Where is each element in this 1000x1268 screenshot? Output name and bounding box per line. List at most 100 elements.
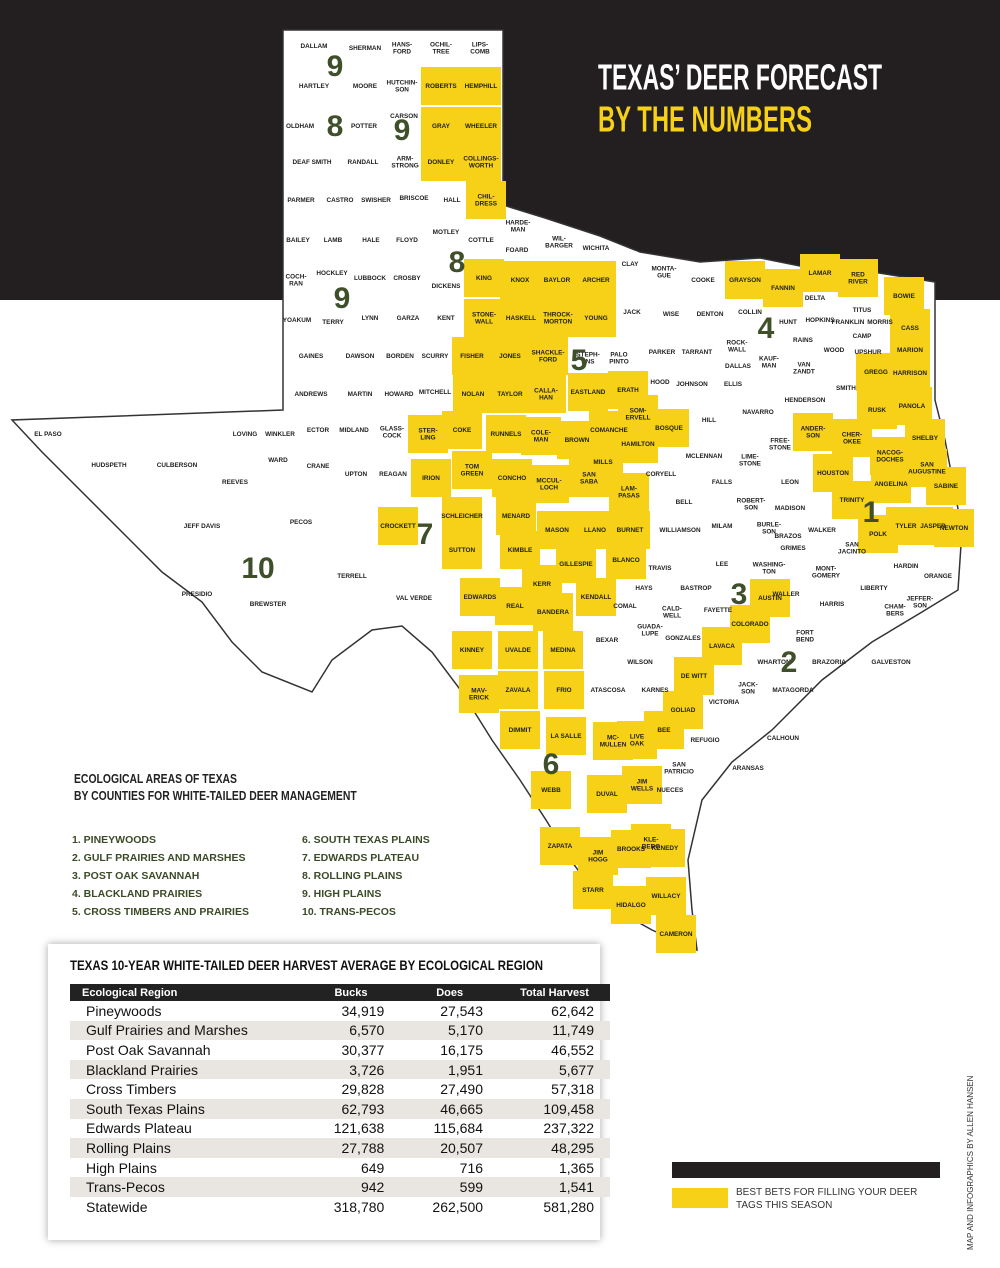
county-label: ARANSAS <box>732 765 764 772</box>
table-cell: 6,570 <box>301 1020 401 1041</box>
county-label: MIDLAND <box>339 427 369 434</box>
county-label: AUSTIN <box>758 595 782 602</box>
county-label: MORRIS <box>867 319 893 326</box>
county-label: CORYELL <box>646 471 676 478</box>
area-item: 7. EDWARDS PLATEAU <box>302 852 420 864</box>
county-label: LAM-PASAS <box>618 485 640 499</box>
county-label: EL PASO <box>34 431 61 438</box>
table-cell: 27,543 <box>440 1002 484 1019</box>
best-bet-county <box>496 497 536 535</box>
county-label: CULBERSON <box>157 462 198 469</box>
table-cell: 46,552 <box>551 1041 594 1058</box>
county-label: WILSON <box>627 659 653 666</box>
best-bet-county <box>871 465 911 503</box>
best-bet-county <box>464 299 504 337</box>
county-label: NEWTON <box>940 525 969 532</box>
county-label: HARDE-MAN <box>506 219 531 233</box>
county-label: WHARTON <box>757 659 791 666</box>
best-bet-county <box>500 261 540 299</box>
county-label: MOORE <box>353 83 378 90</box>
county-label: SWISHER <box>361 197 391 204</box>
best-bet-county <box>838 259 878 297</box>
best-bet-county <box>533 593 573 631</box>
best-bet-county <box>609 473 649 511</box>
county-label: JONES <box>499 353 521 360</box>
table-cell: Edwards Plateau <box>86 1120 192 1137</box>
county-label: BEE <box>657 727 671 734</box>
county-label: VAL VERDE <box>396 595 433 602</box>
county-label: LA SALLE <box>550 733 582 740</box>
county-label: HASKELL <box>506 315 536 322</box>
table-cell: 27,490 <box>440 1081 484 1098</box>
county-label: SHACKLE-FORD <box>531 349 564 363</box>
county-label: BLANCO <box>612 557 639 564</box>
county-label: IRION <box>422 475 440 482</box>
county-label: ECTOR <box>307 427 330 434</box>
county-label: CROCKETT <box>380 523 416 530</box>
region-number: 7 <box>417 518 434 551</box>
county-label: MCCUL-LOCH <box>536 477 561 491</box>
county-label: KERR <box>533 581 551 588</box>
best-bet-county <box>461 67 501 105</box>
table-cell: 581,280 <box>543 1198 594 1215</box>
best-bet-county <box>576 299 616 337</box>
best-bet-county <box>461 107 501 145</box>
best-bet-county <box>500 531 540 569</box>
table-cell: 115,684 <box>433 1120 484 1137</box>
county-label: STONE-WALL <box>472 311 496 325</box>
county-label: BRAZORIA <box>812 659 846 666</box>
county-label: DE WITT <box>681 673 707 680</box>
county-label: PARKER <box>649 349 676 356</box>
legend-bar <box>672 1162 940 1178</box>
county-label: HUTCHIN-SON <box>387 79 418 93</box>
county-label: HUDSPETH <box>91 462 127 469</box>
best-bet-county <box>442 497 482 535</box>
best-bet-county <box>486 415 526 453</box>
table-cell: 942 <box>301 1177 401 1197</box>
table-row: Gulf Prairies and Marshes 6,570 5,170 11,74… <box>70 1020 610 1041</box>
county-label: GRIMES <box>780 545 806 552</box>
region-number: 5 <box>571 344 588 377</box>
county-label: EDWARDS <box>464 594 497 601</box>
best-bet-county <box>544 671 584 709</box>
county-label: FRANKLIN <box>832 319 865 326</box>
region-number: 4 <box>758 312 775 345</box>
county-label: GONZALES <box>665 635 701 642</box>
county-label: GLASS-COCK <box>380 425 404 439</box>
county-label: KING <box>476 275 492 282</box>
county-label: MILLS <box>593 459 613 466</box>
county-label: ROCK-WALL <box>727 339 748 353</box>
county-label: JEFFER-SON <box>907 595 934 609</box>
best-bet-county <box>495 587 535 625</box>
table-cell: 20,507 <box>400 1138 500 1158</box>
county-label: SAN AUGUSTINE <box>908 461 946 475</box>
county-label: VICTORIA <box>709 699 740 706</box>
county-label: GARZA <box>397 315 420 322</box>
county-label: SMITH <box>836 385 856 392</box>
county-label: MC-MULLEN <box>600 734 627 748</box>
county-label: ERATH <box>617 387 639 394</box>
county-label: WASHING-TON <box>753 561 786 575</box>
title-line2: BY THE NUMBERS <box>598 99 812 140</box>
county-label: CASTRO <box>327 197 354 204</box>
county-label: CALLA-HAN <box>534 387 558 401</box>
county-label: COCH-RAN <box>286 273 307 287</box>
area-item: 2. GULF PRAIRIES AND MARSHES <box>72 852 246 864</box>
table-cell: South Texas Plains <box>70 1098 302 1119</box>
county-label: TRAVIS <box>649 565 673 572</box>
best-bet-county <box>832 481 872 519</box>
table-cell: 5,170 <box>400 1020 500 1041</box>
county-label: KENT <box>437 315 454 322</box>
county-label: BAILEY <box>286 237 310 244</box>
county-label: BEXAR <box>596 637 619 644</box>
county-label: LEE <box>716 561 729 568</box>
best-bet-county <box>800 254 840 292</box>
county-label: TERRY <box>322 319 344 326</box>
best-bet-county <box>763 269 803 307</box>
region-number: 8 <box>449 246 466 279</box>
best-bet-county <box>461 143 501 181</box>
county-label: GOLIAD <box>671 707 696 714</box>
county-label: CLAY <box>622 261 640 268</box>
county-label: ZAVALA <box>506 687 531 694</box>
